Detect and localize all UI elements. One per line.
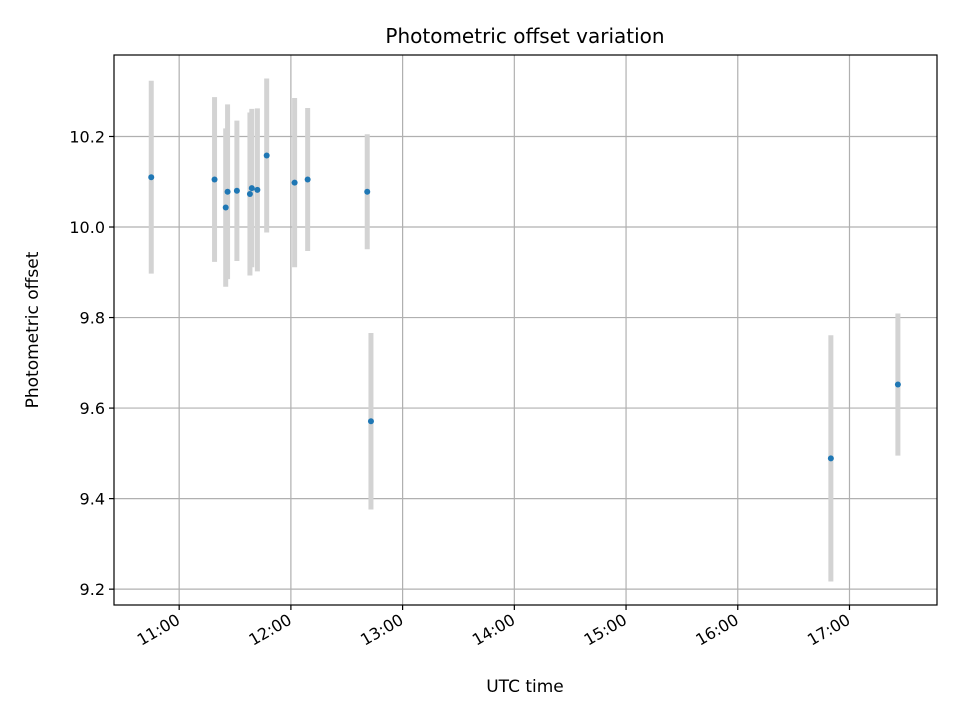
y-axis-label: Photometric offset (23, 251, 43, 408)
y-tick-label: 9.2 (80, 580, 105, 599)
plot-frame (113, 54, 938, 606)
data-point (148, 174, 155, 181)
data-point (246, 190, 253, 197)
data-point (211, 176, 218, 183)
data-point (364, 188, 371, 195)
y-tick-label: 9.6 (80, 399, 105, 418)
y-tick-label: 9.4 (80, 490, 105, 509)
data-point (827, 455, 834, 462)
data-point (222, 204, 229, 211)
data-point (233, 187, 240, 194)
x-axis-label: UTC time (486, 677, 564, 697)
data-point (263, 152, 270, 159)
data-point (304, 176, 311, 183)
data-point (248, 185, 255, 192)
y-tick-label: 10.2 (69, 127, 105, 146)
data-point (254, 186, 261, 193)
data-point (291, 179, 298, 186)
data-points (148, 152, 901, 462)
data-point (894, 381, 901, 388)
data-point (367, 418, 374, 425)
y-tick-label: 9.8 (80, 309, 105, 328)
y-tick-label: 10.0 (69, 218, 105, 237)
y-axis-ticks: 9.2 9.4 9.6 9.8 10.0 10.2 (69, 127, 114, 599)
chart-title: Photometric offset variation (385, 24, 664, 48)
data-point (224, 188, 231, 195)
